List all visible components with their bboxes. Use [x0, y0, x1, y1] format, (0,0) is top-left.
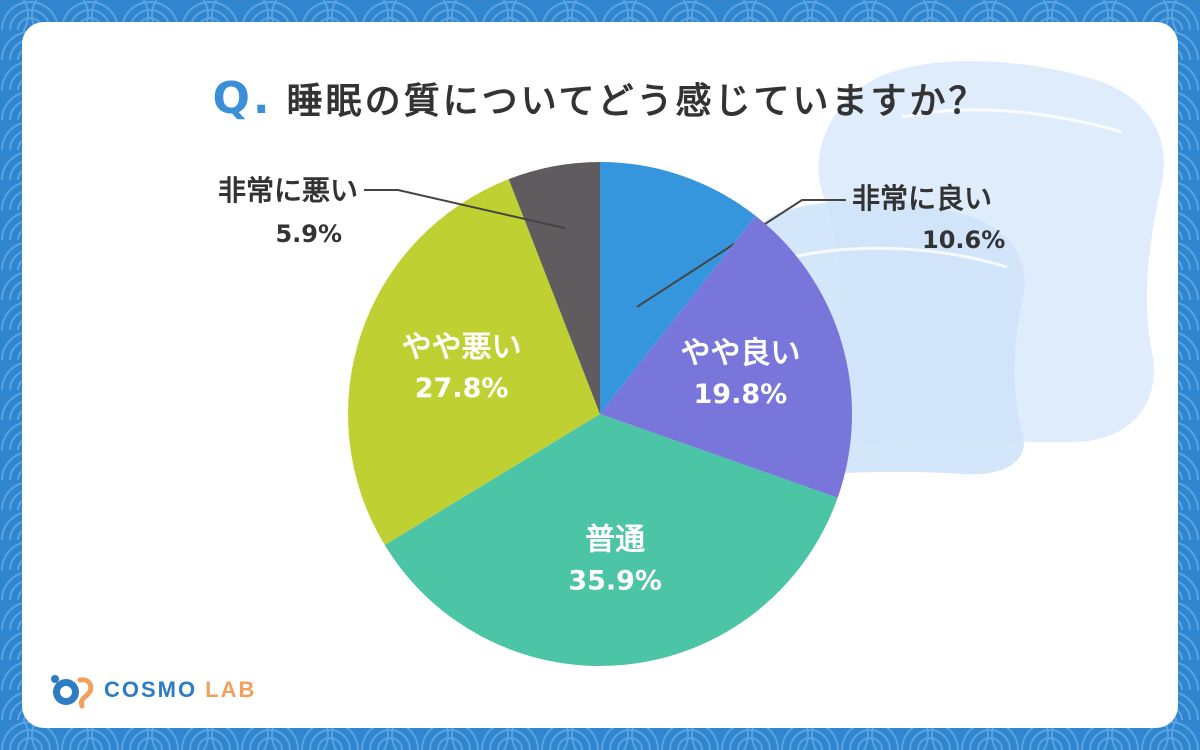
slice-label-5: 非常に悪い [218, 174, 358, 207]
cosmo-lab-logo-icon [51, 675, 94, 709]
leader-line-5 [364, 189, 566, 230]
slice-value-4: 27.8% [415, 373, 509, 404]
pie-chart: 非常に良い 10.6% やや良い 19.8% 普通 35.9% やや悪い 27.8% 非常に悪い… [218, 162, 1005, 666]
chart-card: Q. 睡眠の質についてどう感じていますか？ 非常に良い 10.6% やや良い 19.8%… [22, 22, 1178, 728]
brand-logo: COSMO LAB [46, 670, 256, 710]
slice-label-3: 普通 [585, 522, 645, 557]
leader-line-1 [636, 199, 846, 308]
slice-value-1: 10.6% [922, 226, 1005, 254]
pie-slice-1 [600, 162, 756, 414]
logo-brand-text: COSMO [104, 677, 198, 702]
pie-slice-5 [508, 162, 600, 414]
slice-value-2: 19.8% [694, 379, 788, 410]
question-text: 睡眠の質についてどう感じていますか？ [286, 81, 988, 122]
pie-slice-3 [384, 414, 838, 666]
question-title: Q. 睡眠の質についてどう感じていますか？ [22, 72, 1178, 124]
question-q-mark: Q. [212, 73, 273, 124]
slice-value-3: 35.9% [568, 565, 662, 596]
pie-slice-4 [347, 179, 600, 545]
logo-suffix-text: LAB [205, 677, 257, 702]
slice-label-4: やや悪い [402, 330, 522, 365]
slice-value-5: 5.9% [275, 220, 342, 248]
slice-label-1: 非常に良い [852, 182, 992, 215]
slice-label-2: やや良い [680, 336, 800, 371]
pie-slice-2 [600, 215, 852, 498]
